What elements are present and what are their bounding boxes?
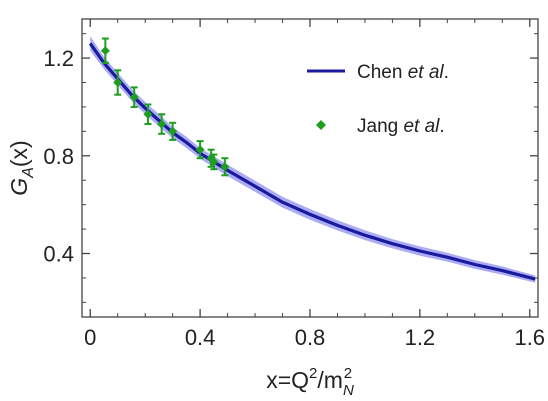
plot-frame [81,18,539,318]
data-points-layer [100,37,230,177]
uncertainty-band [90,36,536,283]
chen-curve [88,42,536,281]
diamond-marker [157,119,167,129]
x-tick-label: 0 [84,325,96,350]
diamond-marker [129,92,139,102]
y-tick-label: 0.4 [43,241,74,266]
diamond-marker [113,78,123,88]
diamond-marker [143,109,153,119]
confidence-band-layer [90,36,536,283]
data-point [143,103,153,126]
diamond-marker [168,126,178,136]
data-point [113,69,123,96]
y-axis-title: GA(x) [6,140,37,195]
data-point [195,140,205,160]
data-point [209,153,219,171]
x-tick-label: 1.6 [514,325,545,350]
curve-layer [88,42,536,281]
x-tick-label: 0.4 [185,325,216,350]
legend-diamond-marker [316,120,326,130]
diamond-marker [195,145,205,155]
legend: Chen et al. Jang et al. [307,62,449,137]
data-point [129,86,139,108]
legend-entry-jang: Jang et al. [357,116,445,137]
y-tick-label: 1.2 [43,46,74,71]
x-axis-title: x=Q2/mN2 [266,365,354,399]
data-point [157,113,167,135]
diamond-marker [220,162,230,172]
x-tick-label: 0.8 [295,325,326,350]
diamond-marker [100,46,110,56]
data-point [168,121,178,141]
data-point [100,37,110,64]
data-point [220,157,230,177]
x-tick-label: 1.2 [405,325,436,350]
y-tick-label: 0.8 [43,144,74,169]
legend-entry-chen: Chen et al. [357,62,449,83]
diamond-marker [209,157,219,167]
ticks-layer: 0 0.4 0.8 1.2 1.6 0.4 0.8 1.2 [43,19,545,350]
